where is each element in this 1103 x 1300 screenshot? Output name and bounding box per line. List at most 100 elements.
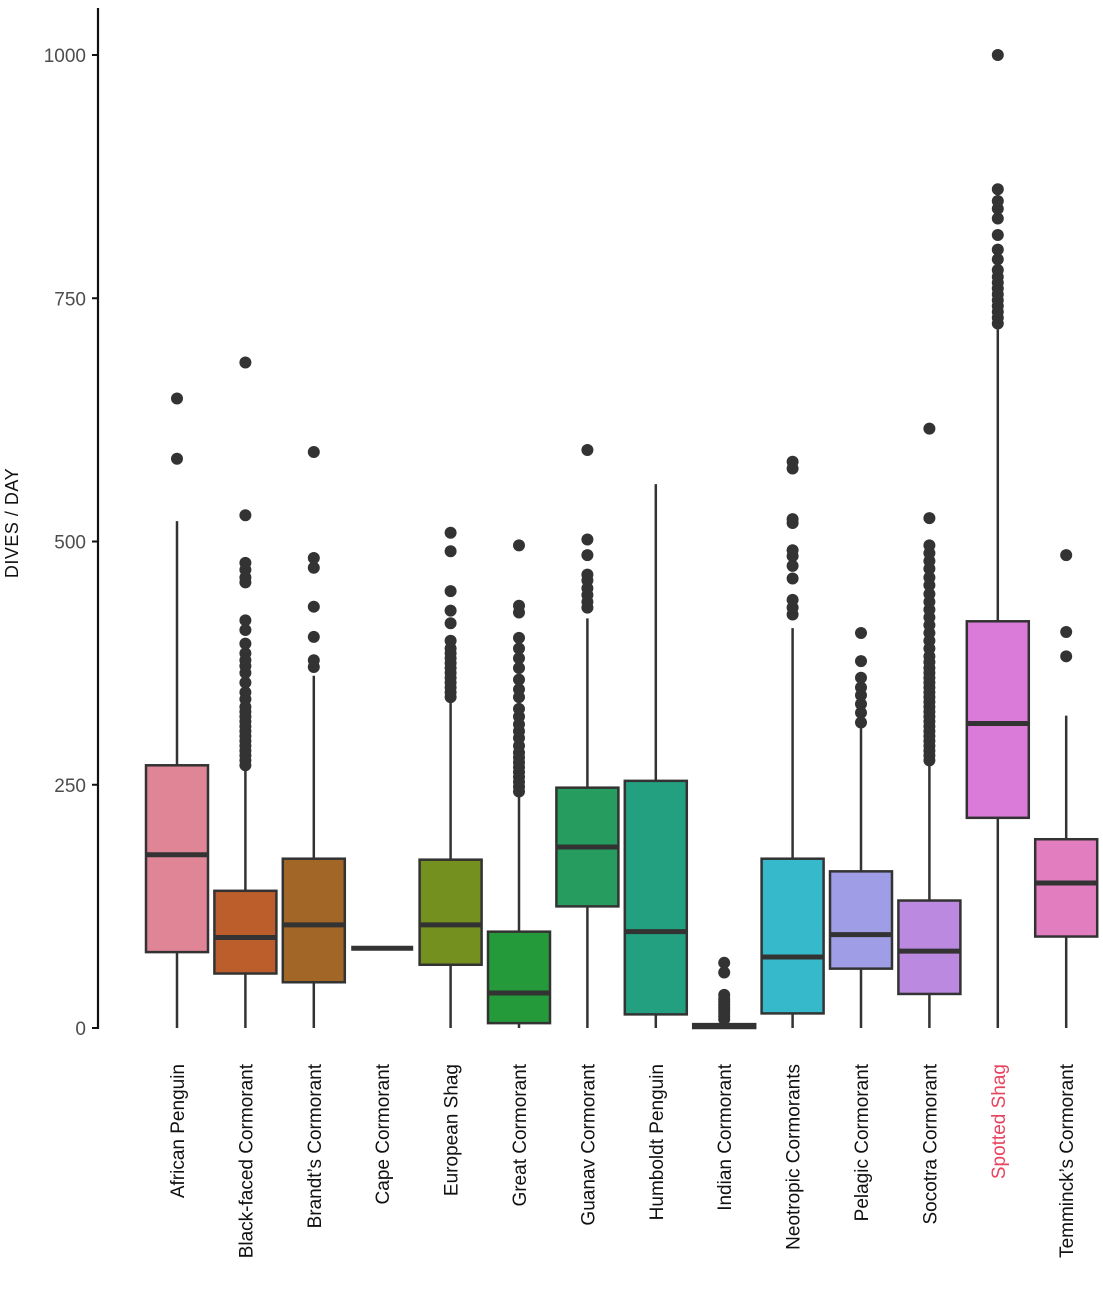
x-tick-label: Black-faced Cormorant bbox=[236, 1063, 257, 1258]
box bbox=[828, 870, 894, 970]
outlier-point bbox=[855, 626, 867, 639]
outlier-point bbox=[718, 956, 731, 969]
box-group bbox=[144, 392, 210, 1028]
outlier-point bbox=[855, 697, 867, 710]
outlier-point bbox=[444, 617, 457, 630]
box-group bbox=[828, 626, 894, 1028]
box bbox=[144, 764, 210, 954]
box-group bbox=[691, 956, 757, 1030]
outlier-point bbox=[923, 422, 936, 435]
outlier-point bbox=[513, 599, 525, 612]
outlier-point bbox=[171, 392, 183, 405]
box-group bbox=[418, 526, 483, 1028]
x-tick-label: Socotra Cormorant bbox=[920, 1063, 941, 1224]
outlier-point bbox=[513, 652, 525, 665]
x-tick-label: Temminck’s Cormorant bbox=[1057, 1063, 1078, 1258]
boxes bbox=[144, 49, 1099, 1030]
box-group bbox=[555, 444, 620, 1028]
outlier-point bbox=[1060, 625, 1073, 638]
x-tick-label: Humboldt Penguin bbox=[647, 1064, 668, 1220]
outlier-point bbox=[513, 702, 525, 715]
outlier-point bbox=[581, 444, 594, 457]
outlier-point bbox=[239, 624, 252, 637]
outlier-point bbox=[855, 655, 867, 668]
box-group bbox=[897, 422, 962, 1028]
outlier-point bbox=[513, 661, 525, 674]
outlier-point bbox=[855, 716, 867, 729]
outlier-point bbox=[991, 264, 1004, 277]
outlier-point bbox=[923, 512, 936, 525]
outlier-point bbox=[991, 243, 1004, 256]
outlier-point bbox=[581, 568, 594, 581]
outlier-point bbox=[991, 253, 1004, 266]
box-group bbox=[281, 445, 347, 1028]
y-axis: 0 250 500 750 1000 bbox=[44, 8, 100, 1040]
outlier-point bbox=[307, 654, 320, 667]
x-tick-label: Indian Cormorant bbox=[715, 1063, 736, 1211]
outlier-point bbox=[513, 673, 525, 686]
outlier-point bbox=[444, 526, 457, 539]
outlier-point bbox=[786, 455, 799, 468]
x-tick-label: Cape Cormorant bbox=[373, 1063, 394, 1204]
y-axis-title: DIVES / DAY bbox=[2, 468, 22, 578]
outlier-point bbox=[991, 49, 1004, 61]
box-group bbox=[760, 455, 825, 1028]
y-tick-label: 1000 bbox=[44, 46, 86, 67]
y-tick-label: 750 bbox=[54, 289, 86, 310]
box bbox=[623, 779, 689, 1016]
outlier-point bbox=[991, 229, 1004, 242]
outlier-point bbox=[786, 572, 799, 585]
outlier-point bbox=[718, 966, 731, 979]
outlier-point bbox=[923, 588, 936, 601]
outlier-point bbox=[239, 614, 252, 627]
outlier-point bbox=[581, 533, 594, 546]
outlier-point bbox=[239, 686, 252, 699]
box-group bbox=[213, 356, 278, 1028]
box bbox=[897, 899, 962, 996]
box-group bbox=[1033, 549, 1099, 1028]
outlier-point bbox=[786, 513, 799, 526]
outlier-point bbox=[239, 676, 252, 689]
outlier-point bbox=[239, 637, 252, 650]
y-tick-label: 250 bbox=[54, 776, 86, 797]
box bbox=[486, 930, 552, 1025]
outlier-point bbox=[1060, 650, 1073, 663]
outlier-point bbox=[239, 509, 252, 522]
x-tick-label: Neotropic Cormorants bbox=[784, 1064, 805, 1250]
x-tick-label: African Penguin bbox=[168, 1064, 189, 1198]
outlier-point bbox=[307, 630, 320, 643]
x-tick-label: Pelagic Cormorant bbox=[852, 1063, 873, 1221]
outlier-point bbox=[513, 683, 525, 696]
outlier-point bbox=[307, 445, 320, 458]
outlier-point bbox=[855, 681, 867, 694]
outlier-point bbox=[991, 183, 1004, 196]
outlier-point bbox=[239, 356, 252, 369]
outlier-point bbox=[786, 559, 799, 572]
y-tick-label: 0 bbox=[75, 1019, 86, 1040]
box-group bbox=[623, 484, 689, 1028]
box bbox=[213, 889, 278, 975]
x-tick-label: Spotted Shag bbox=[989, 1064, 1010, 1179]
outlier-point bbox=[307, 561, 320, 574]
box bbox=[281, 857, 347, 984]
box bbox=[418, 858, 483, 967]
outlier-point bbox=[991, 194, 1004, 207]
outlier-point bbox=[581, 549, 594, 562]
outlier-point bbox=[444, 545, 457, 558]
outlier-point bbox=[239, 556, 252, 569]
outlier-point bbox=[307, 552, 320, 565]
outlier-point bbox=[444, 634, 457, 647]
outlier-point bbox=[171, 452, 183, 465]
outlier-point bbox=[786, 593, 799, 606]
outlier-point bbox=[991, 212, 1004, 225]
outlier-point bbox=[239, 647, 252, 660]
outlier-point bbox=[513, 642, 525, 655]
outlier-point bbox=[855, 706, 867, 719]
outlier-point bbox=[513, 631, 525, 644]
x-tick-label: European Shag bbox=[442, 1064, 463, 1196]
outlier-point bbox=[855, 671, 867, 684]
outlier-point bbox=[513, 539, 525, 552]
outlier-point bbox=[718, 988, 731, 1001]
outlier-point bbox=[786, 544, 799, 557]
